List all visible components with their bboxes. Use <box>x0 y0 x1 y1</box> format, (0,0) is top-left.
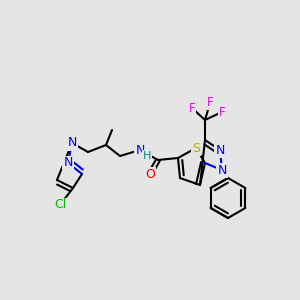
Text: N: N <box>63 157 73 169</box>
Text: Cl: Cl <box>54 199 66 212</box>
Text: H: H <box>143 151 151 161</box>
Text: N: N <box>67 136 77 149</box>
Text: S: S <box>192 142 200 154</box>
Text: F: F <box>219 106 225 118</box>
Text: N: N <box>215 143 225 157</box>
Text: N: N <box>217 164 227 176</box>
Text: N: N <box>135 143 145 157</box>
Text: F: F <box>189 101 195 115</box>
Text: O: O <box>145 167 155 181</box>
Text: F: F <box>207 97 213 110</box>
